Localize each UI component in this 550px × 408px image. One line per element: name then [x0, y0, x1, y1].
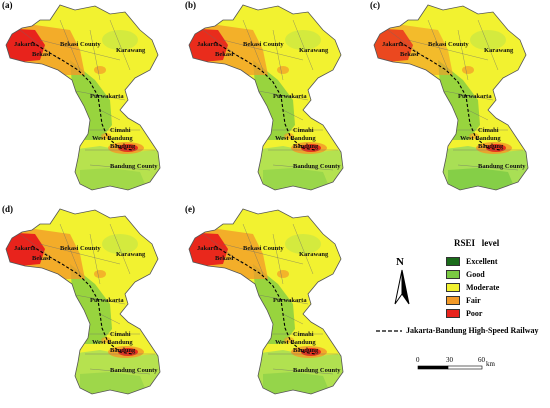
place-label-bekasi: Bekasi — [32, 255, 51, 262]
place-label-jakarta: Jakarta — [197, 41, 219, 48]
place-label-cimahi: Cimahi — [293, 127, 314, 134]
legend-item-good: Good — [446, 269, 485, 280]
place-label-west-bandung: West Bandung — [92, 135, 133, 142]
legend-swatch — [446, 283, 460, 292]
place-label-bekasi: Bekasi — [215, 51, 234, 58]
place-label-bandung-county: Bandung County — [293, 163, 341, 170]
panel-label-d: (d) — [2, 204, 13, 214]
panel-label-c: (c) — [370, 0, 380, 10]
place-label-west-bandung: West Bandung — [92, 339, 133, 346]
rsei-map-c: Jakarta Bekasi Bekasi County Karawang Purwak… — [373, 4, 529, 191]
rsei-map-d: Jakarta Bekasi Bekasi County Karawang Purwak… — [5, 208, 161, 395]
place-label-cimahi: Cimahi — [110, 127, 131, 134]
scale-unit: km — [486, 360, 495, 368]
place-label-bandung: Bandung — [293, 143, 319, 150]
place-label-bekasi: Bekasi — [32, 51, 51, 58]
place-label-west-bandung: West Bandung — [275, 135, 316, 142]
map-legend: N RSEI level Excellent Good Moderate Fair Po… — [376, 236, 550, 396]
place-label-purwakarta: Purwakarta — [90, 93, 124, 100]
place-label-jakarta: Jakarta — [382, 41, 404, 48]
scale-tick-60: 60 — [478, 356, 485, 364]
railway-legend-label: Jakarta-Bandung High-Speed Railway — [406, 326, 539, 335]
legend-swatch — [446, 257, 460, 266]
map-panel-b: Jakarta Bekasi Bekasi County Karawang Purwak… — [183, 0, 359, 196]
place-label-bekasi-county: Bekasi County — [60, 245, 101, 252]
place-label-bandung: Bandung — [110, 347, 136, 354]
north-label: N — [396, 256, 404, 268]
legend-item-poor: Poor — [446, 308, 482, 319]
place-label-bandung-county: Bandung County — [478, 163, 526, 170]
map-panel-d: Jakarta Bekasi Bekasi County Karawang Purwak… — [0, 204, 176, 400]
legend-item-moderate: Moderate — [446, 282, 499, 293]
place-label-jakarta: Jakarta — [14, 41, 36, 48]
place-label-bandung: Bandung — [293, 347, 319, 354]
place-label-karawang: Karawang — [299, 47, 329, 54]
legend-swatch — [446, 309, 460, 318]
place-label-jakarta: Jakarta — [197, 245, 219, 252]
legend-item-excellent: Excellent — [446, 256, 498, 267]
legend-title: RSEI level — [454, 238, 500, 248]
place-label-bekasi-county: Bekasi County — [243, 41, 284, 48]
legend-swatch — [446, 296, 460, 305]
place-label-bekasi-county: Bekasi County — [243, 245, 284, 252]
rsei-map-e: Jakarta Bekasi Bekasi County Karawang Purwak… — [188, 208, 344, 395]
scale-tick-30: 30 — [446, 356, 453, 364]
scale-bar: 0 30 60 km — [416, 356, 536, 386]
rsei-map-b: Jakarta Bekasi Bekasi County Karawang Purwak… — [188, 4, 344, 191]
place-label-jakarta: Jakarta — [14, 245, 36, 252]
legend-item-label: Poor — [466, 309, 483, 318]
north-arrow: N — [390, 256, 414, 308]
place-label-bandung: Bandung — [478, 143, 504, 150]
place-label-bekasi-county: Bekasi County — [428, 41, 469, 48]
place-label-purwakarta: Purwakarta — [90, 297, 124, 304]
place-label-purwakarta: Purwakarta — [273, 93, 307, 100]
map-panel-c: Jakarta Bekasi Bekasi County Karawang Purwak… — [368, 0, 544, 196]
scale-bar-graphic — [417, 365, 483, 370]
place-label-karawang: Karawang — [116, 251, 146, 258]
legend-item-label: Fair — [466, 296, 481, 305]
place-label-purwakarta: Purwakarta — [458, 93, 492, 100]
map-panel-a: Jakarta Bekasi Bekasi County Karawang Purwak… — [0, 0, 176, 196]
place-label-bandung-county: Bandung County — [110, 367, 158, 374]
legend-item-label: Good — [466, 270, 485, 279]
legend-item-label: Excellent — [466, 257, 498, 266]
place-label-karawang: Karawang — [484, 47, 514, 54]
legend-item-fair: Fair — [446, 295, 481, 306]
place-label-purwakarta: Purwakarta — [273, 297, 307, 304]
legend-swatch — [446, 270, 460, 279]
place-label-bekasi: Bekasi — [400, 51, 419, 58]
panel-label-e: (e) — [185, 204, 195, 214]
legend-item-label: Moderate — [466, 283, 500, 292]
place-label-west-bandung: West Bandung — [460, 135, 501, 142]
place-label-cimahi: Cimahi — [293, 331, 314, 338]
scale-tick-0: 0 — [416, 356, 420, 364]
place-label-cimahi: Cimahi — [110, 331, 131, 338]
place-label-west-bandung: West Bandung — [275, 339, 316, 346]
rsei-map-a: Jakarta Bekasi Bekasi County Karawang Purwak… — [5, 4, 161, 191]
place-label-karawang: Karawang — [299, 251, 329, 258]
panel-label-a: (a) — [2, 0, 13, 10]
place-label-karawang: Karawang — [116, 47, 146, 54]
north-arrow-icon — [394, 269, 410, 305]
place-label-bandung: Bandung — [110, 143, 136, 150]
place-label-bekasi-county: Bekasi County — [60, 41, 101, 48]
railway-legend: Jakarta-Bandung High-Speed Railway — [376, 326, 538, 335]
place-label-bandung-county: Bandung County — [293, 367, 341, 374]
railway-line-icon — [376, 329, 402, 332]
place-label-bandung-county: Bandung County — [110, 163, 158, 170]
place-label-bekasi: Bekasi — [215, 255, 234, 262]
place-label-cimahi: Cimahi — [478, 127, 499, 134]
map-panel-e: Jakarta Bekasi Bekasi County Karawang Purwak… — [183, 204, 359, 400]
panel-label-b: (b) — [185, 0, 196, 10]
